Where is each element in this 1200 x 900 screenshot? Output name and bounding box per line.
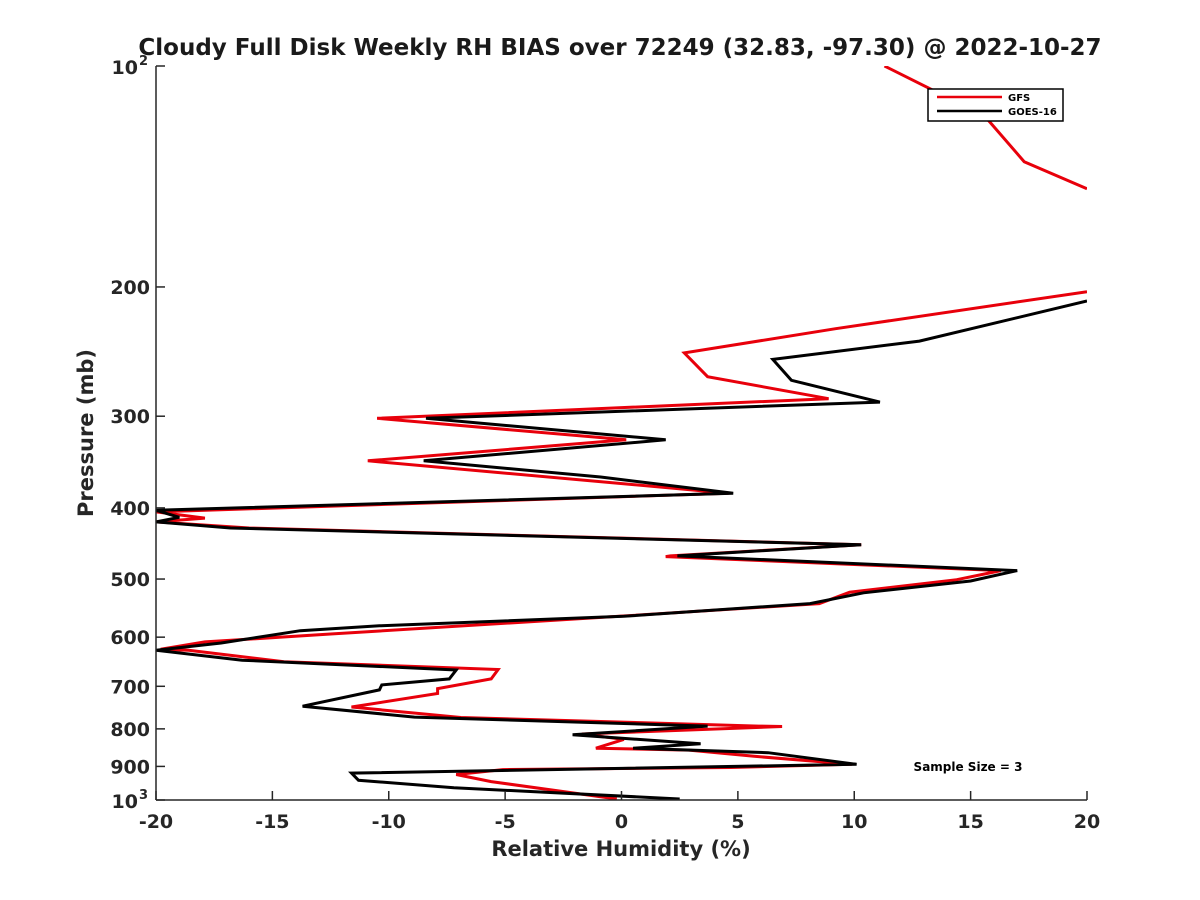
y-tick-exponent: 3: [139, 788, 148, 803]
y-tick-label: 900: [110, 756, 150, 778]
x-ticks: -20 -15 -10 -5 0 5 10 15 20: [139, 791, 1100, 833]
series-layer: [156, 66, 1087, 800]
sample-size-annotation: Sample Size = 3: [914, 760, 1023, 774]
y-axis-label: Pressure (mb): [74, 349, 98, 517]
x-tick-label: -10: [372, 811, 406, 833]
legend: GFS GOES-16: [927, 88, 1064, 122]
y-tick-exponent: 2: [139, 54, 148, 69]
y-tick-label: 500: [110, 569, 150, 591]
y-tick-label: 700: [110, 676, 150, 698]
x-tick-label: -15: [255, 811, 289, 833]
x-tick-label: 10: [841, 811, 867, 833]
y-tick-label: 800: [110, 719, 150, 741]
y-tick-label: 300: [110, 406, 150, 428]
x-tick-label: 20: [1074, 811, 1100, 833]
legend-box: [927, 88, 1064, 122]
legend-label-gfs: GFS: [1008, 93, 1030, 104]
legend-label-goes: GOES-16: [1008, 107, 1057, 118]
y-tick-label: 10: [112, 57, 138, 79]
y-tick-base: 10: [112, 57, 138, 79]
y-tick-label: 200: [110, 277, 150, 299]
x-tick-label: 0: [615, 811, 628, 833]
series-line-goes-16: [156, 299, 1087, 800]
x-tick-label: -20: [139, 811, 173, 833]
y-tick-label: 10: [112, 791, 138, 813]
series-line-gfs: [156, 66, 1087, 800]
x-tick-label: 15: [957, 811, 983, 833]
y-tick-base: 10: [112, 791, 138, 813]
y-tick-label: 600: [110, 627, 150, 649]
chart-title: Cloudy Full Disk Weekly RH BIAS over 722…: [138, 35, 1101, 61]
y-tick-label: 400: [110, 498, 150, 520]
x-axis-label: Relative Humidity (%): [491, 837, 750, 861]
x-tick-label: 5: [731, 811, 744, 833]
x-tick-label: -5: [495, 811, 516, 833]
